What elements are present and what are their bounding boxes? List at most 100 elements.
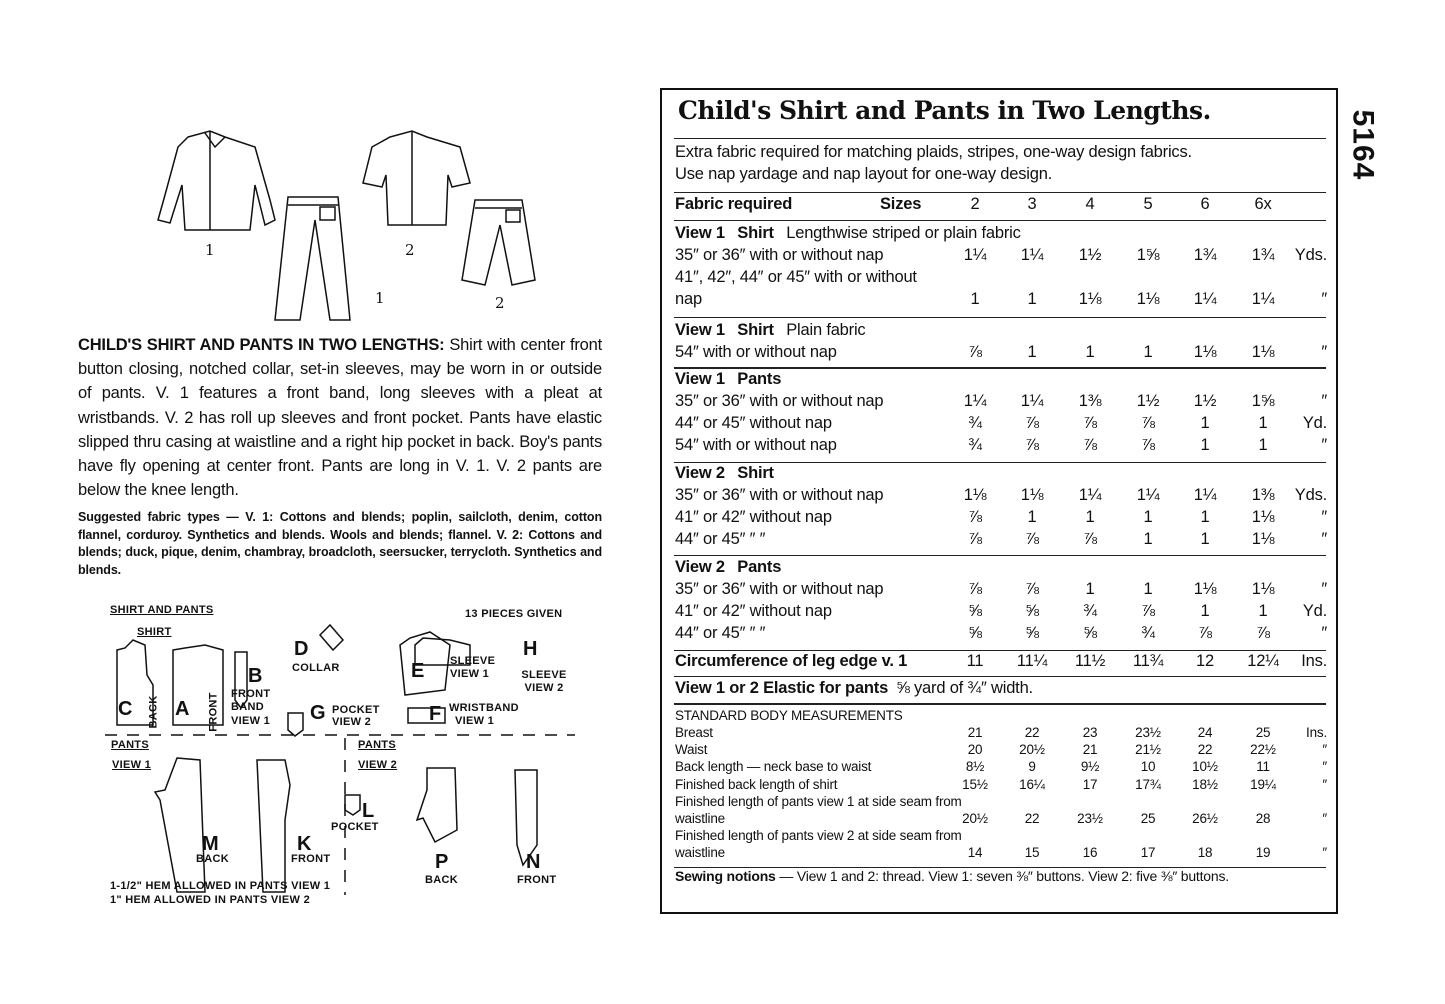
value-cell: 17¾ <box>1135 776 1161 792</box>
value-cell: 26½ <box>1192 811 1218 826</box>
value-cell: 1⅛ <box>1251 343 1275 361</box>
yardage-chart-box <box>660 88 1338 914</box>
value-cell: 1½ <box>1078 246 1102 264</box>
view-label: 2 <box>405 241 415 259</box>
row-label: Finished back length of shirt <box>675 776 838 792</box>
value-cell: 11½ <box>1074 652 1106 670</box>
piece-name: FRONT BAND <box>231 688 271 713</box>
value-cell: 1 <box>1085 343 1095 361</box>
section-header: View 1 Shirt Lengthwise striped or plain… <box>675 222 1327 244</box>
size-6: 6 <box>1200 195 1210 213</box>
value-cell: 22 <box>1024 811 1040 826</box>
value-cell: ⅞ <box>1083 530 1097 548</box>
value-cell: 21½ <box>1135 742 1161 758</box>
table-row: 35″ or 36″ with or without nap 1⅛ 1⅛ 1¼ 1¼ 1¼… <box>675 484 1327 506</box>
divider <box>674 367 1326 369</box>
value-cell: ⅞ <box>968 508 982 526</box>
value-cell: 1 <box>1143 343 1153 361</box>
notions-label: Sewing notions <box>675 868 776 884</box>
row-label: 54″ with or without nap <box>675 343 837 361</box>
value-cell: ⅝ <box>968 624 982 642</box>
piece-name: POCKET <box>332 704 380 716</box>
value-cell: 21 <box>1082 742 1098 758</box>
piece-K-name: FRONT <box>291 853 331 865</box>
table-row: Finished length of pants view 2 at side … <box>675 827 1327 844</box>
value-cell: ⅞ <box>968 580 982 598</box>
shirt-view-1-drawing <box>157 130 276 231</box>
sizes-label: Sizes <box>880 195 922 213</box>
value-cell: 22 <box>1197 742 1213 758</box>
value-cell: 1 <box>1258 602 1268 620</box>
piece-M-letter: M <box>202 833 219 855</box>
unit-label: ″ <box>1321 343 1327 361</box>
table-row: Waist 20 20½ 21 21½ 22 22½ ″ <box>675 741 1327 758</box>
divider <box>674 138 1326 139</box>
unit-label: Ins. <box>1306 725 1327 740</box>
piece-name: SLEEVE <box>521 669 567 681</box>
value-cell: 1¼ <box>1251 290 1275 308</box>
piece-name: SLEEVE <box>450 655 496 667</box>
value-cell: 1¼ <box>963 246 987 264</box>
row-label: 44″ or 45″ without nap <box>675 414 832 432</box>
value-cell: 1 <box>1200 436 1210 454</box>
value-cell: 9½ <box>1080 759 1100 775</box>
value-cell: 25 <box>1255 725 1271 740</box>
value-cell: 9 <box>1028 759 1036 775</box>
value-cell: 1 <box>1085 508 1095 526</box>
unit-label: Ins. <box>1301 652 1327 670</box>
piece-F-label: WRISTBAND VIEW 1 <box>449 702 529 728</box>
fabric-types-heading: Suggested fabric types <box>78 510 220 524</box>
piece-letter: C <box>118 698 133 720</box>
value-cell: 1¼ <box>1136 486 1160 504</box>
pieces-count: 13 PIECES GIVEN <box>465 608 563 620</box>
table-row: Finished length of pants view 1 at side … <box>675 793 1327 810</box>
value-cell: 14 <box>967 845 983 861</box>
pants-view2-sub: VIEW 2 <box>358 759 398 771</box>
section-header: View 1 Shirt Plain fabric <box>675 319 1327 341</box>
value-cell: 12¼ <box>1247 652 1279 670</box>
pants-view1-label: PANTS <box>111 739 149 751</box>
unit-label: Yd. <box>1302 414 1327 432</box>
notions-text: — View 1 and 2: thread. View 1: seven ⅜″… <box>779 868 1229 884</box>
piece-M-name: BACK <box>196 853 229 865</box>
value-cell: 10½ <box>1192 759 1218 775</box>
value-cell: 1¼ <box>1193 290 1217 308</box>
value-cell: 1 <box>1200 602 1210 620</box>
unit-label: Yds. <box>1294 246 1327 264</box>
value-cell: 1 <box>1143 530 1153 548</box>
piece-D-letter: D <box>294 638 309 660</box>
row-label: nap <box>675 290 702 308</box>
value-cell: 1 <box>1027 290 1037 308</box>
value-cell: ⅞ <box>1141 436 1155 454</box>
value-cell: ⅞ <box>1198 624 1212 642</box>
value-cell: 1½ <box>1193 392 1217 410</box>
unit-label: ″ <box>1322 811 1327 826</box>
piece-P-letter: P <box>435 851 449 873</box>
pattern-description: CHILD'S SHIRT AND PANTS IN TWO LENGTHS: … <box>78 333 602 502</box>
table-row: 41″ or 42″ without nap ⅝ ⅝ ¾ ⅞ 1 1 Yd. <box>675 600 1327 622</box>
value-cell: 11 <box>966 652 984 670</box>
value-cell: 1 <box>1258 436 1268 454</box>
value-cell: 1 <box>1200 414 1210 432</box>
section-view: View 1 <box>675 321 725 339</box>
row-label: Breast <box>675 725 713 740</box>
value-cell: 1⅜ <box>1251 486 1275 504</box>
table-row: 35″ or 36″ with or without nap ⅞ ⅞ 1 1 1⅛ 1⅛ ″ <box>675 578 1327 600</box>
unit-label: ″ <box>1321 530 1327 548</box>
piece-C: C BACK <box>118 696 170 729</box>
elastic-value: ⅝ yard of ¾″ width. <box>896 679 1033 697</box>
unit-label: ″ <box>1321 392 1327 410</box>
value-cell: 1⅛ <box>1193 343 1217 361</box>
unit-label: ″ <box>1321 580 1327 598</box>
piece-N-name: FRONT <box>517 874 557 886</box>
piece-view: VIEW 1 <box>450 668 490 680</box>
section-header: View 2 Pants <box>675 556 1327 578</box>
table-row: 41″, 42″, 44″ or 45″ with or without <box>675 266 1327 288</box>
value-cell: 24 <box>1197 725 1213 740</box>
piece-E-letter: E <box>411 660 425 682</box>
row-label: Waist <box>675 742 708 758</box>
garment-illustration: 1 2 1 2 <box>157 130 536 321</box>
value-cell: 1⅛ <box>1136 290 1160 308</box>
value-cell: 19¼ <box>1250 776 1276 792</box>
view-label: 1 <box>205 241 215 259</box>
